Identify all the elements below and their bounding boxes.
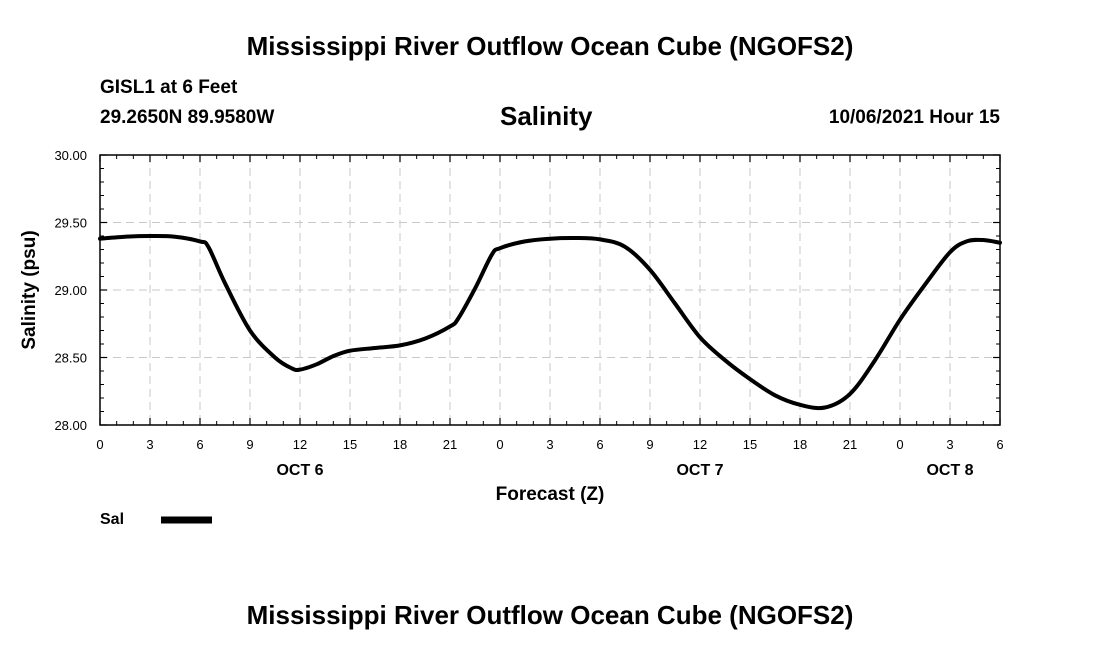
x-tick-label: 3 [146,437,153,452]
station-label: GISL1 at 6 Feet [100,77,238,98]
variable-title: Salinity [500,101,593,131]
forecast-timestamp: 10/06/2021 Hour 15 [828,107,1000,128]
chart-title: Mississippi River Outflow Ocean Cube (NG… [246,31,854,61]
y-tick-label: 28.00 [54,418,87,433]
date-label: OCT 7 [676,462,723,479]
x-tick-label: 6 [996,437,1003,452]
x-tick-label: 0 [896,437,903,452]
date-label: OCT 6 [276,462,323,479]
x-tick-label: 3 [946,437,953,452]
y-tick-label: 29.50 [54,216,87,231]
y-tick-label: 28.50 [54,351,87,366]
plot-frame [99,154,1001,426]
x-tick-label: 9 [246,437,253,452]
y-axis-title: Salinity (psu) [19,230,40,349]
salinity-series-line [98,233,1002,411]
x-tick-label: 3 [546,437,553,452]
axis-labels: 0 3 6 9 12 15 18 21 0 3 6 9 12 15 18 21 0 3 6 28.00 28.50 29.… [54,148,1003,479]
x-axis-title: Forecast (Z) [496,484,605,505]
y-tick-label: 29.00 [54,283,87,298]
date-label: OCT 8 [926,462,973,479]
station-coords: 29.2650N 89.9580W [100,107,275,128]
footer-title: Mississippi River Outflow Ocean Cube (NG… [246,600,854,630]
x-tick-label: 0 [96,437,103,452]
grid-lines [100,155,1000,425]
x-tick-label: 12 [693,437,707,452]
x-tick-label: 6 [596,437,603,452]
x-tick-label: 12 [293,437,307,452]
x-tick-label: 15 [343,437,357,452]
x-tick-label: 21 [843,437,857,452]
x-tick-label: 6 [196,437,203,452]
x-tick-label: 9 [646,437,653,452]
x-tick-label: 18 [393,437,407,452]
y-tick-label: 30.00 [54,148,87,163]
x-tick-label: 21 [443,437,457,452]
x-tick-label: 15 [743,437,757,452]
x-tick-label: 18 [793,437,807,452]
legend-label: Sal [100,511,124,528]
x-tick-label: 0 [496,437,503,452]
